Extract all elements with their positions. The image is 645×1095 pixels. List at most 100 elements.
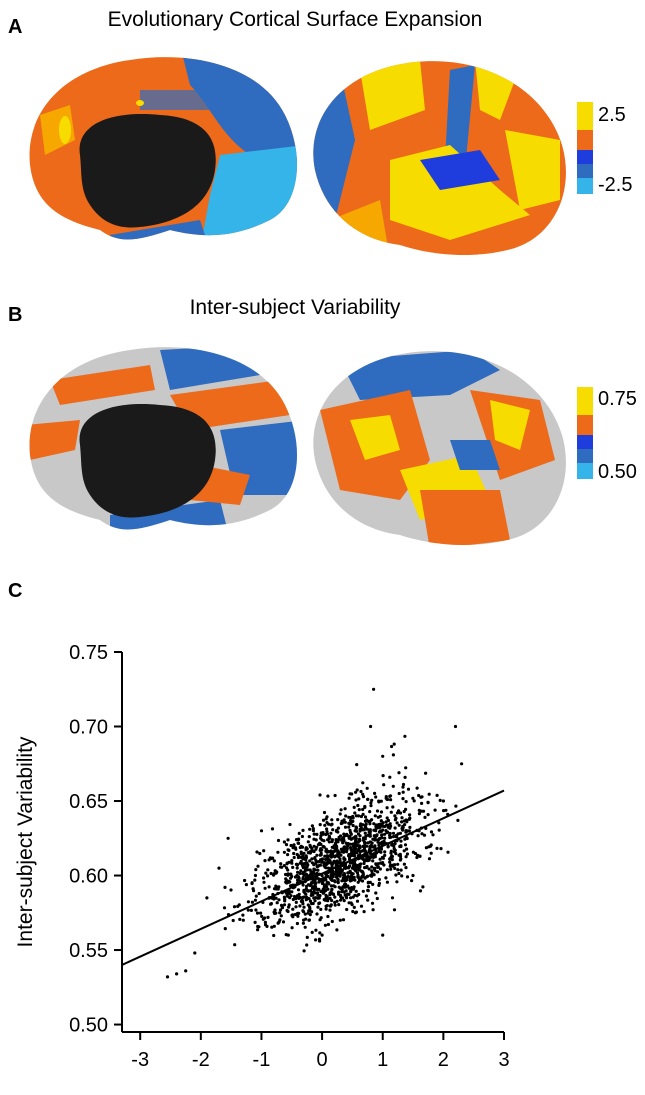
scatter-point (326, 914, 330, 919)
scatter-point (401, 790, 405, 794)
scatter-point (263, 923, 268, 927)
scatter-point (347, 892, 351, 896)
scatter-point (290, 859, 294, 863)
scatter-point (309, 882, 313, 886)
scatter-point (351, 895, 355, 899)
scatter-point (223, 885, 227, 889)
scatter-point (283, 897, 287, 901)
scatter-point (392, 742, 396, 746)
scatter-point (276, 838, 281, 843)
scatter-point (361, 781, 365, 785)
y-tick-label: 0.55 (69, 940, 108, 962)
scatter-point (429, 843, 433, 847)
scatter-point (412, 799, 416, 803)
scatter-point (274, 887, 278, 891)
panel-b-colorbar-max: 0.75 (598, 388, 637, 410)
scatter-point (262, 876, 266, 880)
scatter-point (361, 857, 365, 861)
scatter-point (405, 875, 410, 879)
scatter-point (385, 816, 389, 820)
scatter-point (372, 687, 376, 691)
scatter-point (335, 928, 339, 932)
scatter-point (361, 828, 365, 832)
scatter-point (399, 844, 403, 849)
scatter-point (284, 872, 288, 877)
scatter-point (313, 878, 317, 882)
scatter-point (424, 846, 428, 850)
scatter-point (366, 898, 370, 902)
scatter-point (361, 874, 365, 878)
scatter-point (304, 872, 308, 876)
scatter-point (333, 855, 337, 859)
scatter-point (329, 823, 333, 827)
scatter-point (304, 854, 308, 858)
scatter-point (295, 866, 299, 870)
scatter-point (286, 848, 290, 852)
scatter-point (301, 856, 305, 860)
scatter-point (262, 880, 266, 884)
scatter-point (305, 943, 309, 947)
scatter-point (390, 842, 394, 846)
scatter-point (426, 800, 430, 804)
scatter-point (324, 817, 328, 821)
scatter-point (398, 831, 402, 835)
scatter-point (339, 834, 343, 838)
scatter-point (269, 902, 273, 906)
scatter-point (418, 889, 423, 893)
scatter-point (388, 864, 392, 868)
x-tick-label: 0 (317, 1049, 328, 1071)
scatter-point (296, 841, 300, 845)
scatter-point (356, 873, 360, 877)
scatter-point (404, 818, 408, 822)
scatter-point (390, 858, 394, 862)
scatter-point (350, 871, 354, 875)
scatter-point (299, 852, 303, 856)
scatter-point (309, 870, 313, 874)
scatter-point (255, 911, 260, 915)
scatter-point (401, 785, 405, 789)
scatter-point (401, 825, 405, 830)
scatter-point (369, 724, 373, 729)
scatter-point (294, 900, 298, 904)
scatter-point (349, 847, 353, 852)
scatter-point (276, 850, 280, 854)
scatter-point (379, 824, 383, 828)
scatter-point (317, 901, 321, 906)
scatter-point (386, 845, 390, 849)
scatter-point (294, 905, 298, 909)
scatter-point (402, 849, 406, 853)
scatter-point (352, 905, 356, 909)
scatter-point (302, 949, 306, 953)
panel-a-lateral-brain (313, 61, 566, 256)
scatter-point (319, 916, 323, 920)
scatter-point (301, 909, 305, 913)
scatter-point (404, 866, 408, 870)
scatter-point (310, 902, 314, 906)
scatter-point (358, 829, 362, 833)
x-tick-label: -2 (192, 1049, 210, 1071)
scatter-point (313, 882, 317, 886)
scatter-point (358, 834, 362, 838)
scatter-point (298, 896, 302, 900)
scatter-point (368, 845, 372, 849)
scatter-point (270, 925, 274, 929)
scatter-point (383, 836, 387, 840)
scatter-point (313, 899, 317, 903)
scatter-point (293, 912, 297, 917)
scatter-point (298, 871, 302, 875)
scatter-point (396, 868, 400, 872)
scatter-point (326, 896, 330, 901)
scatter-point (288, 822, 292, 827)
scatter-point (374, 795, 378, 799)
scatter-point (291, 865, 295, 869)
scatter-point (315, 865, 320, 869)
y-tick-label: 0.60 (69, 866, 108, 888)
scatter-point (330, 898, 334, 903)
scatter-point (375, 833, 379, 837)
scatter-point (302, 890, 306, 894)
scatter-point (391, 753, 395, 757)
scatter-point (345, 884, 349, 888)
scatter-point (376, 865, 380, 869)
scatter-point (348, 792, 352, 796)
scatter-point (308, 899, 313, 903)
